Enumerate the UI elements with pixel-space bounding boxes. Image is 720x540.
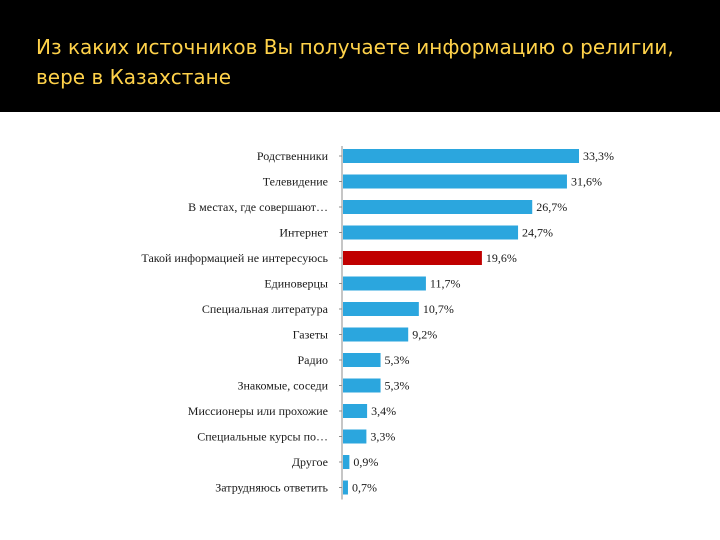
bar [343, 302, 419, 316]
value-label: 3,4% [371, 404, 396, 418]
category-label: Единоверцы [264, 277, 328, 291]
category-label: Родственники [257, 149, 329, 163]
category-label: Интернет [279, 226, 328, 240]
value-label: 0,9% [353, 455, 378, 469]
value-label: 19,6% [486, 251, 517, 265]
category-label: Знакомые, соседи [237, 379, 328, 393]
value-label: 0,7% [352, 481, 377, 495]
value-label: 10,7% [423, 302, 454, 316]
bar [343, 174, 567, 189]
value-label: 3,3% [370, 430, 395, 444]
bar [343, 200, 533, 214]
value-label: 5,3% [385, 379, 410, 393]
bar [343, 429, 367, 444]
category-label: Затрудняюсь ответить [215, 481, 328, 495]
category-label: Телевидение [263, 175, 328, 189]
bar [343, 378, 381, 393]
value-label: 26,7% [536, 200, 567, 214]
category-label: Миссионеры или прохожие [188, 404, 328, 418]
value-label: 31,6% [571, 175, 602, 189]
category-label: В местах, где совершают… [188, 200, 328, 214]
category-label: Радио [297, 353, 328, 367]
bar [343, 149, 579, 163]
bar [343, 480, 348, 495]
bar [343, 455, 350, 469]
bar-chart: Родственники 33,3% Телевидение 31,6% В места… [141, 146, 614, 500]
category-label: Газеты [293, 328, 328, 342]
value-label: 11,7% [430, 277, 461, 291]
value-label: 5,3% [385, 353, 410, 367]
slide-header: Из каких источников Вы получаете информа… [0, 0, 720, 112]
category-label: Специальные курсы по… [197, 430, 328, 444]
category-label: Специальная литература [202, 302, 329, 316]
value-label: 24,7% [522, 226, 553, 240]
value-label: 33,3% [583, 149, 614, 163]
bar [343, 327, 409, 342]
bar [343, 353, 381, 367]
bar [343, 276, 426, 291]
bar [343, 225, 519, 240]
category-label: Другое [292, 455, 328, 469]
value-label: 9,2% [412, 328, 437, 342]
bar [343, 404, 368, 418]
chart-panel: Родственники 33,3% Телевидение 31,6% В места… [0, 112, 720, 540]
bar [343, 251, 482, 265]
category-label: Такой информацией не интересуюсь [141, 251, 328, 265]
slide-title: Из каких источников Вы получаете информа… [36, 35, 674, 89]
